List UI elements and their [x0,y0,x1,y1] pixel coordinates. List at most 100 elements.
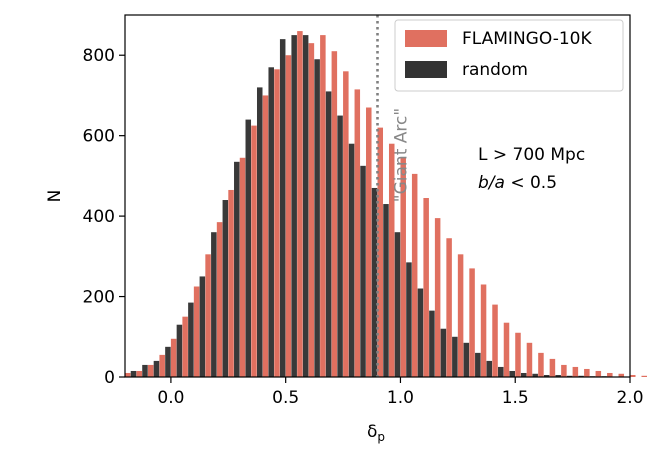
bar-random-1 [142,364,148,377]
condition-axis-ratio: b/a < 0.5 [478,173,557,193]
bar-flamingo-44 [630,374,636,377]
legend: FLAMINGO-10K random [394,19,624,92]
legend-box [394,19,624,92]
bar-random-23 [394,232,401,377]
bar-random-24 [406,262,412,377]
condition-axis-ratio-var: b/a [478,173,505,193]
x-axis-label: δp [367,422,385,444]
bar-random-8 [222,200,229,377]
y-tick-label: 400 [83,207,115,227]
bar-random-39 [578,375,584,377]
bar-flamingo-22 [377,127,384,378]
y-tick-label: 0 [104,368,115,388]
bar-random-0 [130,370,137,377]
bar-random-21 [371,187,378,377]
bar-flamingo-18 [331,51,338,377]
bar-flamingo-35 [526,342,533,377]
y-tick-label: 200 [83,288,115,308]
bar-random-38 [566,375,573,377]
condition-axis-ratio-rest: < 0.5 [505,173,557,193]
histogram-bars [125,31,647,378]
bar-random-36 [543,374,550,377]
bar-random-34 [520,372,527,377]
x-tick-label: 0.0 [157,388,184,408]
bar-flamingo-2 [147,364,154,377]
bar-flamingo-39 [572,366,579,377]
bar-random-29 [463,342,470,377]
bar-flamingo-13 [274,69,280,378]
bar-flamingo-27 [434,218,441,377]
bar-random-37 [555,374,561,377]
bar-random-16 [314,59,320,378]
bar-random-27 [440,328,447,377]
bar-flamingo-30 [469,268,475,377]
bar-flamingo-4 [170,338,177,377]
bar-random-22 [383,204,389,377]
x-axis-ticks: 0.0 0.5 1.0 1.5 2.0 [157,377,644,408]
bar-random-26 [429,310,435,377]
bar-flamingo-33 [503,322,510,377]
bar-flamingo-5 [182,316,188,377]
x-tick-label: 2.0 [616,388,643,408]
bar-flamingo-12 [262,95,269,377]
bar-random-11 [256,87,263,378]
bar-flamingo-45 [641,375,647,377]
y-tick-label: 600 [83,127,115,147]
bar-flamingo-3 [159,354,165,377]
bar-random-6 [199,276,206,377]
bar-flamingo-19 [343,71,349,377]
bar-random-18 [337,115,343,377]
bar-flamingo-0 [125,372,131,377]
bar-flamingo-9 [228,189,234,377]
bar-flamingo-24 [400,157,406,377]
bar-flamingo-6 [193,286,200,377]
bar-flamingo-43 [618,373,625,377]
bar-flamingo-29 [457,254,464,377]
y-axis-ticks: 0 200 400 600 800 [83,46,125,388]
bar-flamingo-41 [595,370,602,377]
bar-flamingo-38 [561,364,567,377]
bar-random-3 [165,346,171,377]
y-axis-label: N [45,190,65,203]
bar-flamingo-1 [136,370,142,377]
bar-random-13 [279,39,286,377]
bar-flamingo-40 [584,368,590,377]
bar-random-10 [245,119,252,377]
giant-arc-label: "Giant Arc" [392,108,412,202]
bar-random-32 [498,366,504,377]
bar-random-28 [452,336,458,377]
bar-flamingo-36 [538,352,544,377]
bar-random-17 [325,91,332,378]
bar-random-19 [348,143,355,377]
bar-flamingo-10 [239,157,246,377]
legend-label-flamingo: FLAMINGO-10K [462,29,592,49]
bar-random-7 [211,232,217,377]
x-tick-label: 1.5 [502,388,529,408]
x-tick-label: 1.0 [387,388,414,408]
legend-label-random: random [462,60,528,80]
bar-random-25 [417,288,424,377]
bar-flamingo-28 [446,238,452,377]
bar-random-35 [532,373,538,377]
bar-flamingo-31 [480,284,487,377]
x-axis-label-sub: p [377,430,385,444]
bar-flamingo-11 [251,125,257,377]
bar-random-14 [291,35,297,378]
bar-random-2 [153,360,160,377]
bar-flamingo-37 [549,358,556,377]
x-axis-label-base: δ [367,422,377,442]
condition-length: L > 700 Mpc [478,145,585,165]
y-tick-label: 800 [83,46,115,66]
bar-flamingo-8 [216,222,223,377]
bar-random-20 [360,165,366,377]
bar-random-30 [475,352,481,377]
bar-flamingo-20 [354,89,361,377]
bar-flamingo-16 [308,43,315,377]
bar-random-9 [234,161,240,377]
bar-flamingo-14 [285,55,292,377]
bar-random-15 [302,35,309,378]
bar-random-5 [188,302,194,377]
bar-random-33 [509,370,515,377]
bar-flamingo-32 [492,304,498,377]
